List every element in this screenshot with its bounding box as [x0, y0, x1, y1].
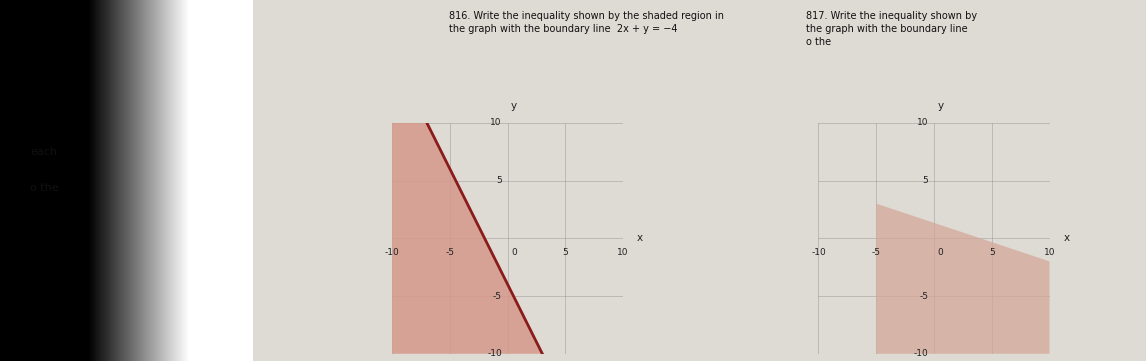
Text: 0: 0	[511, 248, 517, 257]
Text: 10: 10	[490, 118, 502, 127]
Text: -10: -10	[487, 349, 502, 358]
Text: o the: o the	[30, 183, 58, 193]
Text: -5: -5	[872, 248, 881, 257]
Text: 0: 0	[937, 248, 943, 257]
Polygon shape	[392, 123, 542, 354]
Text: 10: 10	[1044, 248, 1055, 257]
Text: -10: -10	[385, 248, 400, 257]
Text: y: y	[937, 101, 943, 111]
Text: 5: 5	[563, 248, 568, 257]
Polygon shape	[877, 204, 1050, 354]
Text: -10: -10	[811, 248, 826, 257]
Text: 10: 10	[917, 118, 928, 127]
Text: 5: 5	[989, 248, 995, 257]
Text: 10: 10	[618, 248, 629, 257]
Text: 816. Write the inequality shown by the shaded region in
the graph with the bound: 816. Write the inequality shown by the s…	[449, 11, 724, 34]
Text: 5: 5	[496, 176, 502, 185]
Text: 5: 5	[923, 176, 928, 185]
Text: y: y	[511, 101, 517, 111]
Text: each: each	[30, 147, 57, 157]
Text: x: x	[1063, 233, 1069, 243]
Text: -10: -10	[913, 349, 928, 358]
Text: 817. Write the inequality shown by
the graph with the boundary line
o the: 817. Write the inequality shown by the g…	[807, 11, 978, 47]
Text: -5: -5	[446, 248, 455, 257]
Text: -5: -5	[493, 292, 502, 300]
Text: -5: -5	[919, 292, 928, 300]
Text: x: x	[637, 233, 643, 243]
